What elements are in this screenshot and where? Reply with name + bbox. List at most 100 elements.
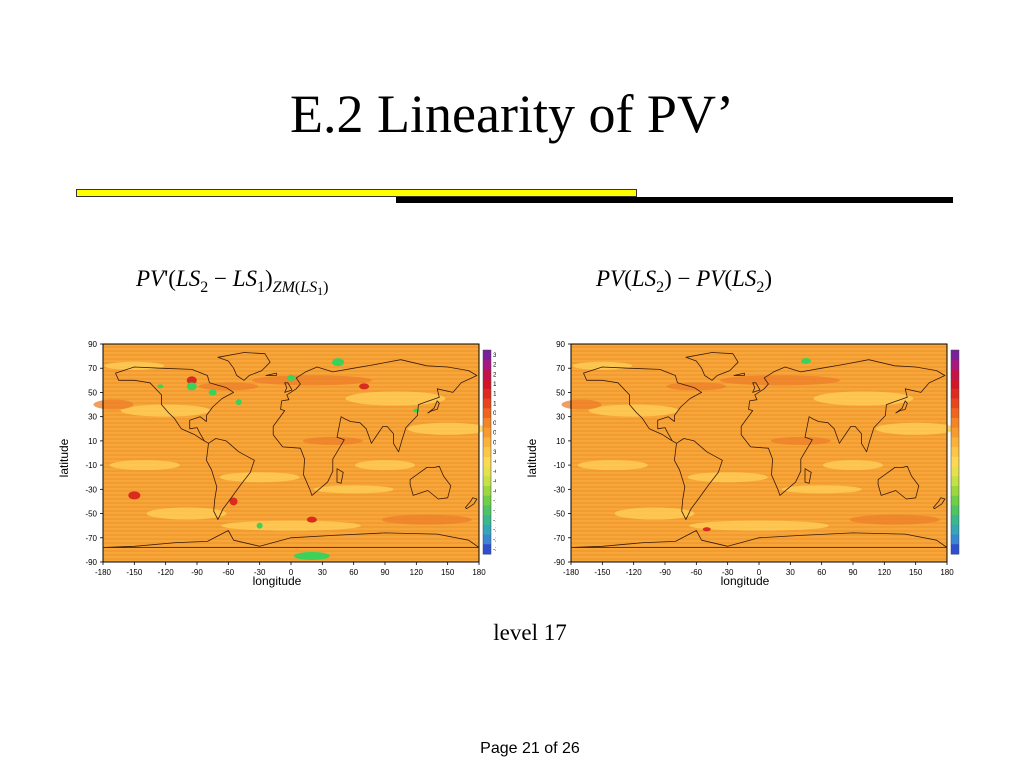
formula-term: PV [696,266,725,291]
field-band [120,404,211,417]
colorbar-swatch [483,495,491,506]
formula-term: ) [664,266,672,291]
coastline [265,372,277,376]
field-band [146,507,227,520]
colorbar-swatch [483,505,491,516]
field-extreme [157,384,164,389]
field-extreme [359,383,370,390]
field-band [781,485,862,494]
colorbar-swatch [483,456,491,468]
x-tick-label: -60 [691,568,703,577]
formula-term: PV [596,266,625,291]
formula-term: − [208,266,233,291]
colorbar-tick-label: 3 [493,352,496,359]
formula-term: ( [624,266,632,291]
field-extreme [256,522,263,529]
colorbar-tick-label: 3.87438e-07 [493,449,496,456]
x-tick-label: -60 [223,568,235,577]
x-tick-label: -30 [254,568,266,577]
field-band [221,520,361,531]
colorbar-swatch [483,524,491,536]
map-panel-right: -180 -150 -120 -90 -60 -30 0 30 60 90 120 150 180 90… [524,336,964,588]
coastlines-left [102,352,480,548]
y-tick-label: -70 [553,534,565,543]
colorbar-tick-label: 1.4 [493,391,496,398]
field-band [770,436,831,445]
colorbar-swatch [951,408,959,419]
x-tick-label: -90 [659,568,671,577]
field-extreme [208,389,217,396]
y-tick-label: 70 [88,364,97,373]
y-tick-label: 30 [556,413,565,422]
formula-term: LS [232,266,257,291]
field-extreme [801,357,811,364]
colorbar-swatch [951,515,959,526]
coastlines-right [570,352,948,548]
colorbar-swatch [483,437,491,448]
colorbar-tick-label: 2.6 [493,362,496,369]
y-tick-label: -10 [553,461,565,470]
pv-field-right [561,343,956,563]
colorbar-swatch [483,350,491,361]
colorbar-right [950,349,960,555]
formula-subscript: 2 [200,279,209,296]
colorbar-swatch [951,379,959,390]
x-tick-label: 150 [909,568,923,577]
y-tick-label: 10 [88,437,97,446]
right-panel-formula: PV(LS2) − PV(LS2) [596,266,772,297]
coastline [272,359,478,496]
colorbar-frame [482,349,492,555]
field-extreme [186,376,197,385]
y-tick-label: -30 [553,485,565,494]
x-tick-label: -150 [594,568,611,577]
colorbar-swatch [951,350,959,361]
y-tick-label: 50 [88,388,97,397]
y-tick-label: -90 [553,558,565,567]
coastline [427,400,440,414]
coastline [217,352,271,381]
colorbar-tick-label: -3 [493,546,496,553]
formula-term: LS [631,266,657,291]
formula-subscript: 1 [317,284,324,298]
field-band [407,422,488,435]
y-tick-label: -30 [85,485,97,494]
left-panel-formula: PV'(LS2 − LS1)ZM(LS1) [136,266,328,299]
y-tick-label: 90 [556,340,565,349]
coastline [895,400,908,414]
coastline [877,465,920,500]
x-tick-label: -90 [191,568,203,577]
pv-field-left [93,343,488,563]
colorbar-swatch [951,476,959,487]
x-tick-label: 0 [757,568,762,577]
y-tick-label: -50 [85,510,97,519]
colorbar-tick-label: -1.4 [493,507,496,514]
colorbar-swatch [951,534,959,545]
x-tick-label: 180 [940,568,954,577]
formula-subscript: 2 [756,279,765,296]
field-band [109,460,180,471]
formula-term: ) [323,279,329,296]
field-extreme [235,399,242,406]
formula-subscript: 1 [257,279,265,296]
y-axis-ticks-right: 90 70 50 30 10 -10 -30 -50 -70 -90 [553,340,571,567]
colorbar-tick-label: -0.8 [493,488,496,495]
x-tick-label: 0 [289,568,294,577]
x-tick-label: -30 [722,568,734,577]
field-band [561,399,602,410]
field-extreme [332,358,344,367]
formula-term: ( [724,266,733,291]
field-extreme [128,491,141,500]
colorbar-tick-label: 1 [493,400,496,407]
colorbar-swatch [483,515,491,526]
x-tick-label: 90 [381,568,390,577]
field-band [875,422,956,435]
y-tick-label: -10 [85,461,97,470]
coastline [685,352,739,381]
coastline [205,438,255,521]
colorbar-swatch [483,427,491,438]
x-axis-title-right: longitude [721,574,770,588]
y-tick-label: 50 [556,388,565,397]
formula-term: ) [265,266,273,291]
field-band [572,361,633,370]
x-tick-label: 60 [349,568,358,577]
